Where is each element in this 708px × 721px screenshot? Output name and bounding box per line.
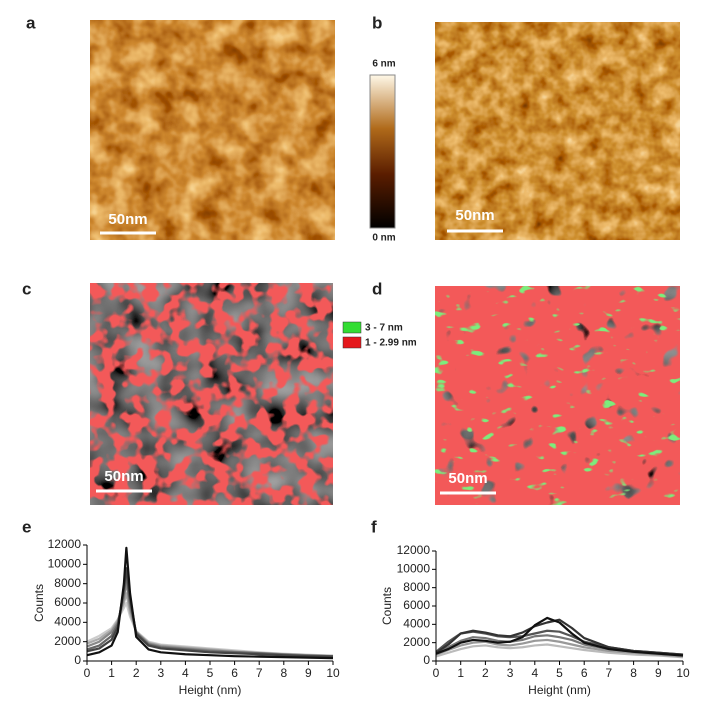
x-tick-label: 1 bbox=[108, 666, 115, 680]
height-mask bbox=[435, 286, 680, 505]
x-tick-label: 1 bbox=[457, 666, 464, 680]
panel-label: b bbox=[372, 13, 382, 32]
x-tick-label: 0 bbox=[433, 666, 440, 680]
colorbar-min: 0 nm bbox=[372, 233, 395, 244]
x-tick-label: 0 bbox=[84, 666, 91, 680]
panel-label: c bbox=[22, 279, 31, 298]
colorbar-max: 6 nm bbox=[372, 59, 395, 70]
x-tick-label: 3 bbox=[157, 666, 164, 680]
x-tick-label: 5 bbox=[556, 666, 563, 680]
y-tick-label: 0 bbox=[74, 653, 81, 667]
legend-label: 3 - 7 nm bbox=[365, 323, 403, 334]
x-tick-label: 9 bbox=[655, 666, 662, 680]
x-tick-label: 8 bbox=[630, 666, 637, 680]
y-tick-label: 10000 bbox=[48, 557, 82, 571]
legend: 3 - 7 nm 1 - 2.99 nm bbox=[342, 321, 417, 349]
y-tick-label: 2000 bbox=[403, 635, 430, 649]
y-tick-label: 10000 bbox=[397, 562, 431, 576]
y-axis-label: Counts bbox=[32, 584, 46, 622]
series-line bbox=[435, 638, 684, 658]
x-tick-label: 6 bbox=[231, 666, 238, 680]
y-tick-label: 0 bbox=[423, 653, 430, 667]
y-tick-label: 12000 bbox=[397, 543, 431, 557]
legend-swatch bbox=[342, 336, 362, 349]
series-line bbox=[86, 592, 334, 657]
scale-bar-label: 50nm bbox=[104, 468, 143, 485]
legend-swatch bbox=[342, 321, 362, 334]
series-line bbox=[86, 601, 334, 657]
scale-bar-label: 50nm bbox=[448, 470, 487, 487]
x-tick-label: 5 bbox=[207, 666, 214, 680]
panel-label: a bbox=[26, 13, 36, 32]
scale-bar-label: 50nm bbox=[108, 211, 147, 228]
panel-label: e bbox=[22, 517, 31, 536]
y-axis-label: Counts bbox=[380, 587, 394, 625]
x-tick-label: 7 bbox=[606, 666, 613, 680]
y-tick-label: 8000 bbox=[54, 576, 81, 590]
x-tick-label: 7 bbox=[256, 666, 263, 680]
y-tick-label: 2000 bbox=[54, 634, 81, 648]
x-tick-label: 6 bbox=[581, 666, 588, 680]
y-tick-label: 8000 bbox=[403, 580, 430, 594]
series-line bbox=[435, 616, 684, 657]
afm-image bbox=[435, 22, 680, 240]
y-tick-label: 4000 bbox=[403, 617, 430, 631]
x-axis-label: Height (nm) bbox=[179, 683, 242, 697]
x-tick-label: 2 bbox=[133, 666, 140, 680]
x-tick-label: 4 bbox=[182, 666, 189, 680]
x-tick-label: 8 bbox=[280, 666, 287, 680]
afm-image bbox=[90, 20, 335, 240]
height-mask bbox=[90, 283, 333, 505]
y-tick-label: 6000 bbox=[403, 598, 430, 612]
x-tick-label: 2 bbox=[482, 666, 489, 680]
legend-label: 1 - 2.99 nm bbox=[365, 338, 417, 349]
series-line bbox=[435, 643, 684, 659]
x-tick-label: 3 bbox=[507, 666, 514, 680]
y-tick-label: 4000 bbox=[54, 615, 81, 629]
colorbar bbox=[369, 74, 396, 229]
x-tick-label: 10 bbox=[676, 666, 690, 680]
panel-label: f bbox=[371, 517, 377, 536]
series-line bbox=[86, 567, 334, 658]
panel-label: d bbox=[372, 279, 382, 298]
y-tick-label: 12000 bbox=[48, 537, 82, 551]
x-tick-label: 9 bbox=[305, 666, 312, 680]
x-tick-label: 10 bbox=[326, 666, 340, 680]
y-tick-label: 6000 bbox=[54, 595, 81, 609]
x-axis-label: Height (nm) bbox=[528, 683, 591, 697]
x-tick-label: 4 bbox=[531, 666, 538, 680]
series-line bbox=[86, 546, 334, 660]
scale-bar-label: 50nm bbox=[455, 207, 494, 224]
